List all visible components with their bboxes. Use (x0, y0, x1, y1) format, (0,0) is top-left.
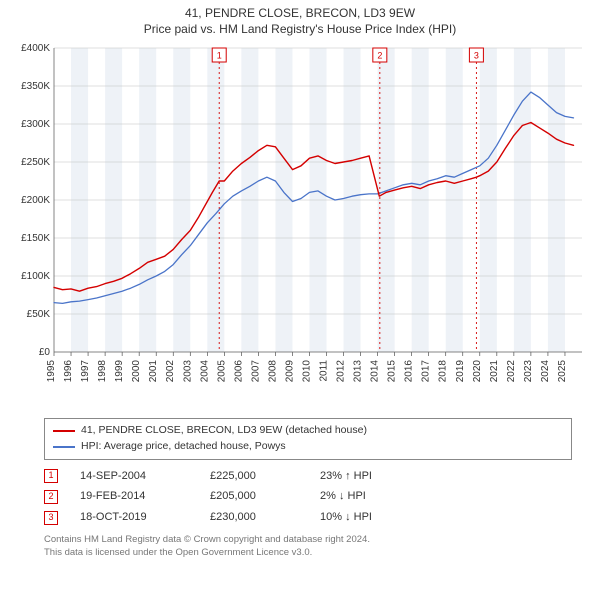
attribution-line1: Contains HM Land Registry data © Crown c… (44, 534, 572, 546)
sale-marker-icon: 2 (44, 490, 58, 504)
svg-text:2011: 2011 (319, 360, 330, 382)
chart-area: £0 £50K £100K £150K £200K £250K £300K £350K £400… (10, 42, 590, 412)
svg-text:2019: 2019 (455, 360, 466, 383)
svg-text:2002: 2002 (165, 360, 176, 383)
legend-swatch (53, 446, 75, 448)
svg-text:2013: 2013 (353, 360, 364, 383)
svg-text:1996: 1996 (63, 360, 74, 383)
svg-text:3: 3 (474, 51, 479, 61)
sale-row: 2 19-FEB-2014£205,0002% ↓ HPI (44, 486, 572, 507)
line-chart-svg: £0 £50K £100K £150K £200K £250K £300K £350K £400… (10, 42, 590, 412)
svg-text:2003: 2003 (182, 360, 193, 383)
legend: 41, PENDRE CLOSE, BRECON, LD3 9EW (detac… (44, 418, 572, 460)
sales-table: 1 14-SEP-2004£225,00023% ↑ HPI 2 19-FEB-201… (44, 466, 572, 529)
svg-text:2018: 2018 (438, 360, 449, 383)
legend-label: HPI: Average price, detached house, Powy… (81, 439, 286, 455)
sale-marker-icon: 3 (44, 511, 58, 525)
svg-text:2017: 2017 (421, 360, 432, 383)
sale-price: £230,000 (210, 507, 320, 528)
svg-text:£300K: £300K (21, 119, 50, 130)
svg-text:£250K: £250K (21, 157, 50, 168)
sale-date: 19-FEB-2014 (80, 486, 210, 507)
sale-price: £225,000 (210, 466, 320, 487)
sale-marker-icon: 1 (44, 469, 58, 483)
sale-price: £205,000 (210, 486, 320, 507)
svg-text:£200K: £200K (21, 195, 50, 206)
sale-row: 3 18-OCT-2019£230,00010% ↓ HPI (44, 507, 572, 528)
svg-text:2007: 2007 (250, 360, 261, 383)
svg-text:2016: 2016 (404, 360, 415, 383)
sale-date: 18-OCT-2019 (80, 507, 210, 528)
sale-delta: 2% ↓ HPI (320, 486, 440, 507)
svg-text:2005: 2005 (216, 360, 227, 383)
svg-text:£50K: £50K (27, 309, 51, 320)
svg-text:2008: 2008 (267, 360, 278, 383)
sale-delta: 10% ↓ HPI (320, 507, 440, 528)
svg-text:1998: 1998 (97, 360, 108, 383)
svg-text:2014: 2014 (370, 360, 381, 383)
data-attribution: Contains HM Land Registry data © Crown c… (44, 534, 572, 559)
sale-date: 14-SEP-2004 (80, 466, 210, 487)
legend-swatch (53, 430, 75, 432)
svg-text:2006: 2006 (233, 360, 244, 383)
svg-text:2020: 2020 (472, 360, 483, 383)
svg-text:£350K: £350K (21, 81, 50, 92)
legend-item: 41, PENDRE CLOSE, BRECON, LD3 9EW (detac… (53, 423, 563, 439)
chart-title-subtitle: Price paid vs. HM Land Registry's House … (10, 22, 590, 36)
svg-text:2001: 2001 (148, 360, 159, 383)
svg-text:2010: 2010 (301, 360, 312, 383)
sale-delta: 23% ↑ HPI (320, 466, 440, 487)
svg-text:£150K: £150K (21, 233, 50, 244)
svg-text:2012: 2012 (336, 360, 347, 383)
chart-title-block: 41, PENDRE CLOSE, BRECON, LD3 9EW Price … (0, 0, 600, 38)
chart-title-address: 41, PENDRE CLOSE, BRECON, LD3 9EW (10, 6, 590, 20)
sale-row: 1 14-SEP-2004£225,00023% ↑ HPI (44, 466, 572, 487)
svg-text:1: 1 (217, 51, 222, 61)
svg-text:2021: 2021 (489, 360, 500, 383)
legend-label: 41, PENDRE CLOSE, BRECON, LD3 9EW (detac… (81, 423, 367, 439)
svg-text:2000: 2000 (131, 360, 142, 383)
svg-text:2023: 2023 (523, 360, 534, 383)
svg-text:2025: 2025 (557, 360, 568, 383)
attribution-line2: This data is licensed under the Open Gov… (44, 547, 572, 559)
svg-text:2004: 2004 (199, 360, 210, 383)
svg-text:2024: 2024 (540, 360, 551, 383)
svg-text:£100K: £100K (21, 271, 50, 282)
svg-text:2: 2 (377, 51, 382, 61)
svg-text:£0: £0 (39, 347, 51, 358)
svg-text:1997: 1997 (80, 360, 91, 383)
svg-text:1995: 1995 (46, 360, 57, 383)
svg-text:2022: 2022 (506, 360, 517, 383)
svg-text:£400K: £400K (21, 43, 50, 54)
svg-text:2015: 2015 (387, 360, 398, 383)
svg-text:2009: 2009 (284, 360, 295, 383)
svg-text:1999: 1999 (114, 360, 125, 383)
legend-item: HPI: Average price, detached house, Powy… (53, 439, 563, 455)
